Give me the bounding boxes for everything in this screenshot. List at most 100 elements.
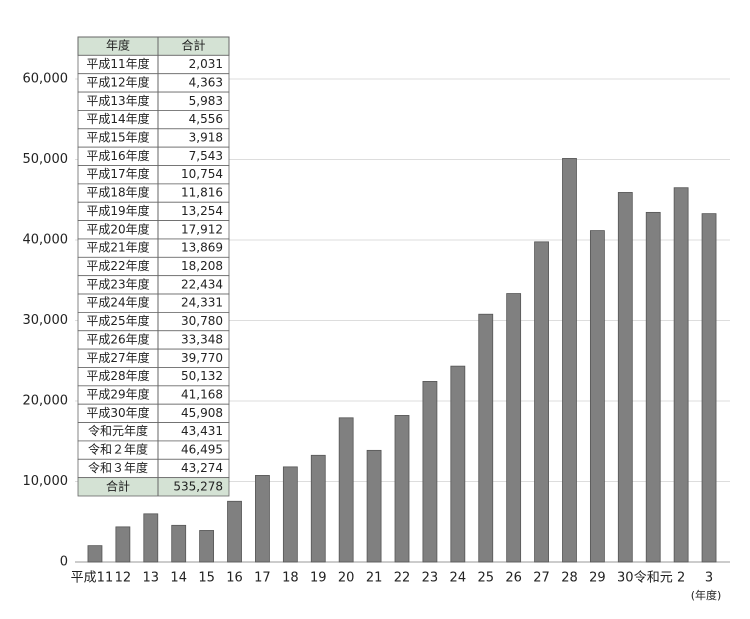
y-tick-label: 30,000: [23, 313, 69, 328]
bar: [87, 545, 103, 563]
y-tick-label: 50,000: [23, 152, 69, 167]
bar: [310, 454, 326, 563]
table-cell: 平成27年度: [86, 350, 149, 365]
table-cell: 46,495: [181, 443, 223, 457]
table-cell: 39,770: [181, 351, 223, 365]
table-cell: 平成18年度: [86, 185, 149, 200]
table-cell: 43,431: [181, 424, 223, 438]
table-cell: 535,278: [173, 479, 223, 493]
table-header: 年度: [106, 38, 130, 53]
x-tick-label: 13: [143, 571, 160, 586]
x-tick-label: 令和元: [634, 571, 673, 586]
bar: [645, 211, 661, 563]
table-cell: 平成24年度: [86, 295, 149, 310]
table-header-bg: [77, 36, 230, 56]
x-tick-label: 14: [170, 571, 187, 586]
x-tick-label: 23: [422, 571, 439, 586]
x-tick-label: 18: [282, 571, 299, 586]
table-cell: 合計: [106, 478, 130, 493]
bar: [562, 158, 577, 563]
x-tick-label: 24: [450, 571, 467, 586]
table-cell: 令和元年度: [88, 423, 148, 438]
table-cell: 平成22年度: [86, 258, 149, 273]
table-cell: 平成19年度: [86, 203, 149, 218]
bar: [171, 524, 187, 563]
table-cell: 平成30年度: [86, 405, 149, 420]
x-tick-label: 15: [198, 571, 215, 586]
x-tick-label: 3: [705, 571, 713, 586]
x-tick-label: 20: [338, 571, 355, 586]
y-tick-label: 60,000: [23, 72, 69, 87]
table-cell: 平成16年度: [86, 148, 149, 163]
x-tick-label: 平成11: [71, 571, 114, 586]
bar: [255, 475, 270, 563]
bar: [617, 192, 633, 563]
x-tick-label: 25: [477, 571, 494, 586]
table-cell: 22,434: [181, 277, 223, 291]
bar: [673, 187, 689, 563]
table-cell: 33,348: [181, 332, 223, 346]
x-tick-label: 30: [617, 571, 634, 586]
y-tick-label: 40,000: [23, 233, 69, 248]
table-cell: 4,556: [189, 112, 223, 126]
table-cell: 3,918: [189, 130, 223, 144]
bar: [422, 381, 438, 563]
table-cell: 4,363: [189, 75, 223, 89]
bar: [478, 313, 494, 563]
bar: [366, 449, 382, 563]
x-tick-label: 17: [254, 571, 271, 586]
table-cell: 13,869: [181, 241, 223, 255]
y-tick-label: 10,000: [23, 474, 69, 489]
table-header: 合計: [181, 38, 205, 53]
bar: [115, 526, 131, 563]
bar: [394, 415, 410, 563]
table-cell: 平成12年度: [86, 74, 149, 89]
x-axis-label: (年度): [691, 588, 722, 602]
table-cell: 5,983: [189, 94, 223, 108]
y-tick-label: 0: [60, 555, 68, 570]
table-cell: 平成26年度: [86, 331, 149, 346]
bar: [506, 293, 522, 563]
table-cell: 7,543: [189, 149, 223, 163]
table-row-bg: [77, 477, 230, 497]
table-cell: 平成29年度: [86, 387, 149, 402]
x-tick-label: 12: [115, 571, 132, 586]
bar: [227, 500, 242, 563]
table-cell: 平成21年度: [86, 240, 149, 255]
table-cell: 10,754: [181, 167, 223, 181]
table-cell: 41,168: [181, 388, 223, 402]
x-tick-label: 16: [226, 571, 243, 586]
x-tick-label: 2: [677, 571, 685, 586]
bar: [282, 466, 298, 563]
table-cell: 30,780: [181, 314, 223, 328]
bar: [534, 241, 549, 563]
x-tick-label: 21: [366, 571, 383, 586]
bar: [338, 417, 354, 563]
bar: [199, 530, 215, 563]
table-cell: 平成14年度: [86, 111, 149, 126]
x-tick-label: 27: [533, 571, 550, 586]
table-cell: 平成11年度: [86, 56, 149, 71]
table-cell: 平成17年度: [86, 166, 149, 181]
table-cell: 45,908: [181, 406, 223, 420]
bar: [450, 365, 466, 563]
table-cell: 平成23年度: [86, 276, 149, 291]
table-cell: 2,031: [189, 57, 223, 71]
table-cell: 平成20年度: [86, 221, 149, 236]
x-tick-label: 26: [505, 571, 522, 586]
bar: [589, 230, 605, 563]
table-cell: 平成13年度: [86, 93, 149, 108]
table-cell: 平成28年度: [86, 368, 149, 383]
table-cell: 18,208: [181, 259, 223, 273]
table-cell: 平成25年度: [86, 313, 149, 328]
x-tick-label: 19: [310, 571, 327, 586]
x-tick-label: 22: [394, 571, 411, 586]
table-cell: 11,816: [181, 186, 223, 200]
table-cell: 24,331: [181, 296, 223, 310]
y-tick-label: 20,000: [23, 394, 69, 409]
table-cell: 43,274: [181, 461, 223, 475]
table-cell: 令和２年度: [88, 442, 148, 457]
bar: [701, 213, 717, 563]
